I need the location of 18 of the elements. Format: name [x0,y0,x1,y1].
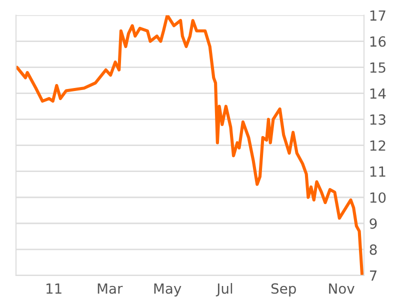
line-series [16,15,364,276]
x-tick-label: May [154,283,182,296]
y-tick-label: 17 [370,10,386,21]
y-tick-label: 8 [370,244,377,255]
y-tick-label: 14 [370,88,386,99]
y-tick-label: 7 [370,270,377,281]
y-tick-label: 11 [370,166,386,177]
y-tick-label: 16 [370,36,386,47]
y-tick-label: 12 [370,140,386,151]
y-tick-label: 15 [370,62,386,73]
x-tick-label: Nov [329,283,354,294]
y-tick-label: 13 [370,114,386,125]
x-tick-label: 11 [46,283,62,294]
y-tick-label: 9 [370,218,377,229]
y-tick-label: 10 [370,192,386,203]
x-tick-label: Jul [216,283,232,296]
x-tick-label: Mar [98,283,123,294]
x-tick-label: Sep [271,283,296,296]
